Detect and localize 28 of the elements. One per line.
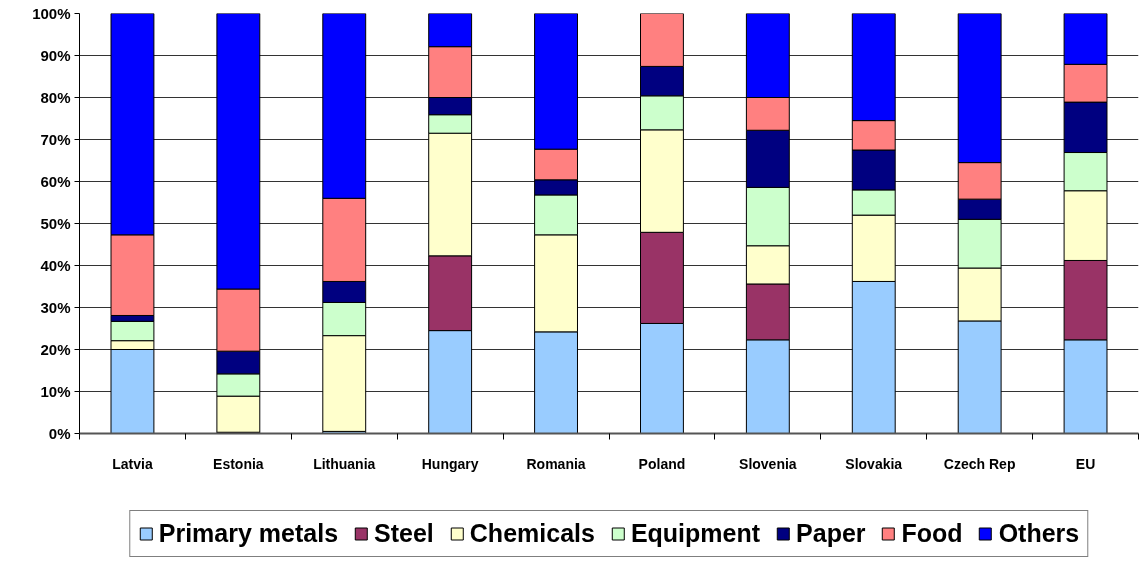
y-tick-label: 0% [48, 425, 71, 442]
x-tick-label: Romania [526, 455, 586, 472]
y-tick-label: 50% [40, 215, 71, 232]
legend-label: Chemicals [469, 519, 595, 548]
legend-label: Primary metals [158, 519, 339, 548]
y-tick-label: 60% [40, 173, 71, 190]
y-tick-label: 80% [40, 89, 71, 106]
y-tick-label: 20% [40, 341, 71, 358]
y-tick-label: 90% [40, 47, 71, 64]
x-tick-label: Hungary [421, 455, 479, 472]
y-tick-label: 40% [40, 257, 71, 274]
x-tick-label: Lithuania [313, 455, 376, 472]
y-tick-label: 100% [32, 5, 71, 22]
x-tick-label: Estonia [213, 455, 264, 472]
legend-label: Others [998, 519, 1080, 548]
x-tick-label: Slovakia [845, 455, 903, 472]
y-tick-label: 70% [40, 131, 71, 148]
x-tick-label: Poland [638, 455, 686, 472]
legend-label: Food [901, 519, 963, 548]
x-tick-label: Czech Rep [943, 455, 1016, 472]
x-tick-label: Slovenia [739, 455, 797, 472]
legend-label: Steel [374, 519, 434, 548]
legend-label: Equipment [630, 519, 761, 548]
x-tick-label: Latvia [112, 455, 153, 472]
y-tick-label: 10% [40, 383, 71, 400]
y-tick-label: 30% [40, 299, 71, 316]
x-tick-label: EU [1075, 455, 1096, 472]
legend-label: Paper [796, 519, 866, 548]
